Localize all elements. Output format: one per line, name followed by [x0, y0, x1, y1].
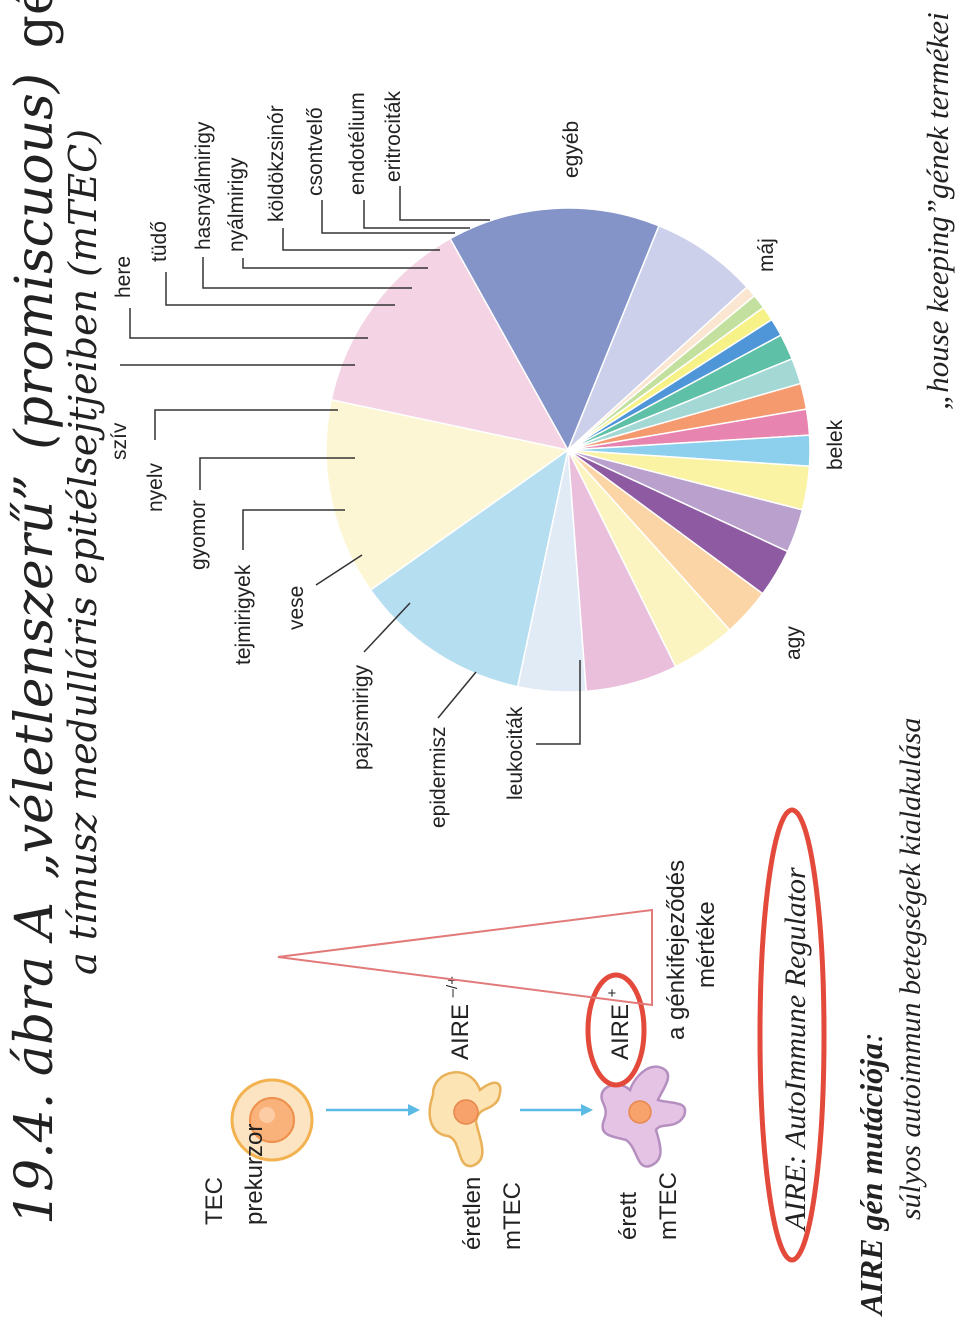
pie-label-csontvelő: csontvelő [304, 107, 327, 196]
pie-label-máj: máj [755, 238, 778, 272]
pie-label-vese: vese [285, 586, 308, 630]
pie-slice-leukociták2 [516, 449, 587, 693]
arrow-1-head [408, 1104, 420, 1116]
svg-text:TEC prekurzor: TEC prekurzor [201, 1124, 268, 1225]
leader-line-here [129, 308, 368, 339]
leader-line-eritrociták [399, 186, 490, 221]
aire-pos-highlight [585, 972, 647, 1088]
house-keeping-label: „house keeping”gének termékei [920, 12, 955, 410]
title-line-2: a tímusz medulláris epitélsejtjeiben (mT… [61, 129, 105, 975]
pie-label-gyomor: gyomor [187, 500, 210, 570]
pie-label-nyálmirigy: nyálmirigy [225, 157, 248, 252]
pie-slice-máj [449, 207, 660, 452]
figure-title: 19.4. ábra A „véletlenszerű” (promiscuou… [5, 0, 65, 1225]
title-line-1: 19.4. ábra A „véletlenszerű” (promiscuou… [5, 0, 65, 1225]
pie-label-nyelv: nyelv [144, 462, 167, 512]
leader-line-leukociták [536, 660, 581, 745]
aire-pos-label: AIRE + [604, 988, 634, 1060]
pie-label-here: here [112, 256, 135, 298]
tec-precursor-cell [230, 1078, 314, 1162]
svg-text:AIRE gén mutációja:: AIRE gén mutációja: [853, 1032, 889, 1317]
leader-line-pajzsmirigy [363, 602, 411, 653]
pie-slice-agy [325, 398, 570, 591]
pie-label-eritrociták: eritrociták [382, 90, 405, 182]
svg-text:súlyos autoimmun betegségek ki: súlyos autoimmun betegségek kialakulása [894, 718, 927, 1220]
figure-subtitle: a tímusz medulláris epitélsejtjeiben (mT… [61, 129, 105, 975]
tec-precursor-label: TEC prekurzor [201, 1124, 268, 1225]
leader-line-csontvelő [321, 200, 455, 234]
leader-line-köldökzsinór [282, 228, 440, 251]
immature-mtec-label: éretlen mTEC [459, 1170, 526, 1250]
svg-text:AIRE –/+: AIRE –/+ [444, 976, 474, 1060]
svg-text:a génkifejeződés mértéke: a génkifejeződés mértéke [663, 853, 720, 1040]
pie-label-pajzsmirigy: pajzsmirigy [350, 664, 373, 770]
pie-labels: szív nyelv gyomor tejmirigyek vese here tüdő ha… [108, 90, 847, 828]
pie-label-egyéb: egyéb [560, 121, 583, 178]
mature-mtec-cell [600, 1065, 687, 1168]
pie-slice-egyéb [567, 224, 749, 451]
pie-chart [325, 207, 811, 693]
aire-het-label: AIRE –/+ [444, 976, 474, 1060]
svg-text:AIRE: AutoImmune Regulator: AIRE: AutoImmune Regulator [779, 867, 812, 1232]
expression-wedge [277, 908, 653, 1007]
immature-mtec-cell [428, 1071, 502, 1168]
pie-label-hasnyálmirigy: hasnyálmirigy [192, 121, 215, 250]
mutation-heading: AIRE gén mutációja: [853, 1032, 889, 1317]
pie-label-tejmirigyek: tejmirigyek [232, 564, 255, 665]
pie-label-szív: szív [108, 422, 131, 460]
pie-label-endotélium: endotélium [346, 92, 369, 195]
mature-mtec-label: érett mTEC [615, 1172, 682, 1240]
leader-line-endotélium [363, 200, 470, 229]
svg-text:AIRE +: AIRE + [604, 988, 634, 1060]
pie-slice-belek [330, 237, 570, 452]
pie-label-leukociták: leukociták [504, 706, 527, 800]
aire-definition-highlight [757, 807, 827, 1263]
leader-line-epidermisz [437, 671, 477, 719]
leader-line-gyomor [199, 457, 355, 490]
leader-line-hasnyálmirigy [202, 257, 412, 289]
aire-definition: AIRE: AutoImmune Regulator [779, 867, 812, 1232]
pie-label-belek: belek [824, 419, 847, 470]
pie-label-köldökzsinór: köldökzsinór [265, 105, 288, 222]
svg-text:„house keeping”gének termékei: „house keeping”gének termékei [920, 12, 955, 410]
pie-slice-leukociták [369, 448, 570, 688]
leader-line-tüdő [165, 272, 395, 306]
expression-level-label: a génkifejeződés mértéke [663, 853, 720, 1040]
svg-text:érett mTEC: érett mTEC [615, 1172, 682, 1240]
pie-label-tüdő: tüdő [148, 221, 171, 262]
arrow-2-head [581, 1104, 593, 1116]
mutation-consequence: súlyos autoimmun betegségek kialakulása [894, 718, 927, 1220]
leader-line-nyálmirigy [242, 258, 428, 269]
pie-label-epidermisz: epidermisz [427, 726, 450, 828]
pie-label-agy: agy [782, 626, 805, 660]
leader-line-nyelv [154, 409, 338, 440]
svg-text:éretlen mTEC: éretlen mTEC [459, 1170, 526, 1250]
leader-line-tejmirigyek [242, 509, 345, 550]
leader-line-vese [315, 554, 363, 586]
